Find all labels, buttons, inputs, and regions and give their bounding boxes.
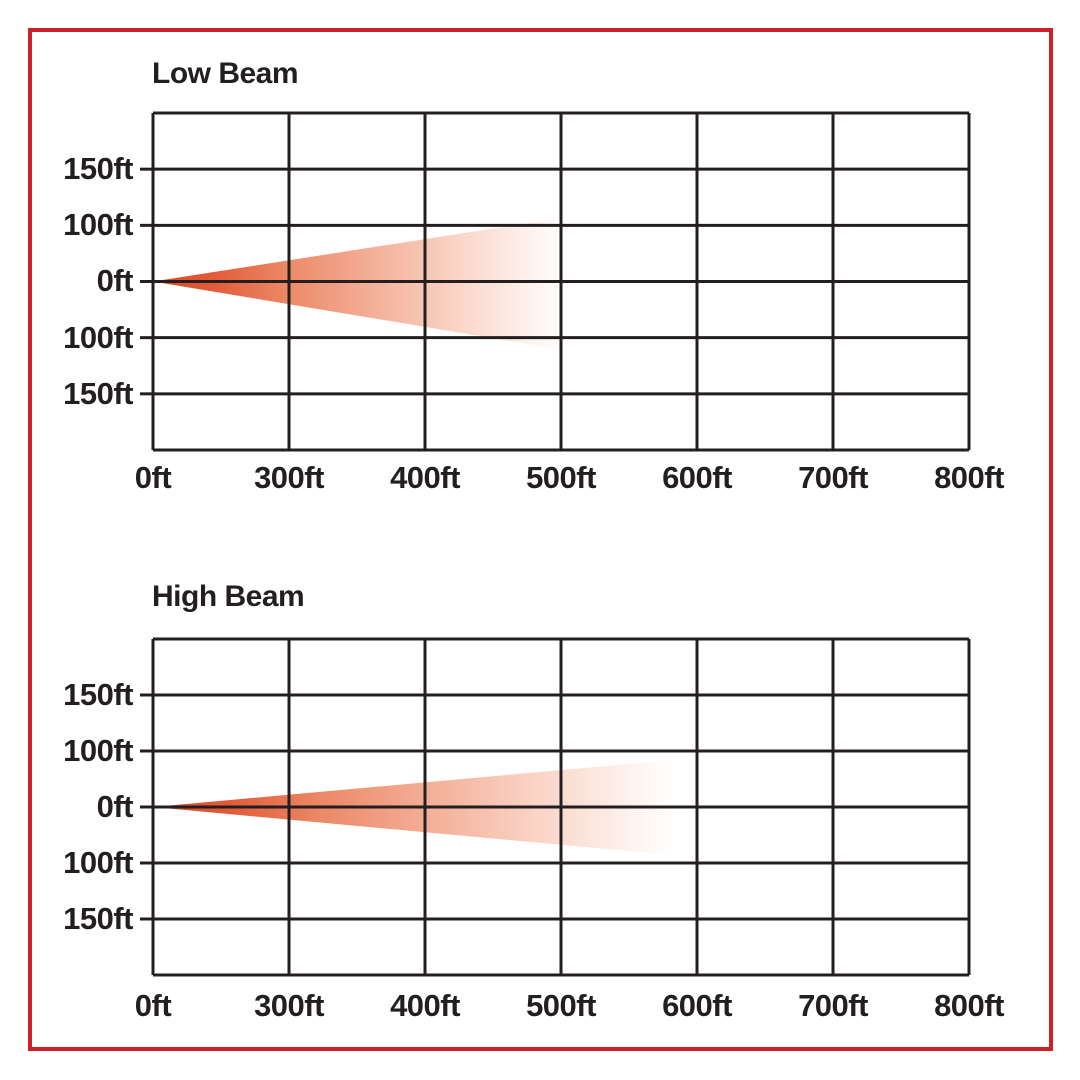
y-tick-label: 0ft xyxy=(96,789,134,824)
x-tick-label: 800ft xyxy=(934,460,1004,495)
x-tick-label: 600ft xyxy=(662,460,732,495)
x-tick-label: 700ft xyxy=(798,988,868,1023)
x-tick-label: 400ft xyxy=(390,988,460,1023)
y-tick-label: 0ft xyxy=(96,263,134,298)
x-tick-label: 300ft xyxy=(254,460,324,495)
x-tick-label: 0ft xyxy=(134,460,172,495)
y-tick-label: 150ft xyxy=(63,151,133,186)
y-tick-label: 150ft xyxy=(63,376,133,411)
high-beam-plot-area xyxy=(140,637,971,977)
x-tick-label: 400ft xyxy=(390,460,460,495)
y-tick-label: 100ft xyxy=(63,207,133,242)
x-tick-label: 700ft xyxy=(798,460,868,495)
y-tick-label: 100ft xyxy=(63,733,133,768)
red-border-frame xyxy=(28,28,1053,1051)
x-tick-label: 500ft xyxy=(526,988,596,1023)
x-tick-label: 600ft xyxy=(662,988,732,1023)
x-tick-label: 500ft xyxy=(526,460,596,495)
x-tick-label: 300ft xyxy=(254,988,324,1023)
chart-title-low-beam: Low Beam xyxy=(152,57,299,90)
chart-title-high-beam: High Beam xyxy=(152,580,305,613)
y-tick-label: 150ft xyxy=(63,677,133,712)
low-beam-plot-area xyxy=(140,111,971,452)
x-tick-label: 0ft xyxy=(134,988,172,1023)
y-tick-label: 150ft xyxy=(63,901,133,936)
beam-cone xyxy=(153,217,564,351)
y-tick-label: 100ft xyxy=(63,845,133,880)
y-tick-label: 100ft xyxy=(63,320,133,355)
x-tick-label: 800ft xyxy=(934,988,1004,1023)
